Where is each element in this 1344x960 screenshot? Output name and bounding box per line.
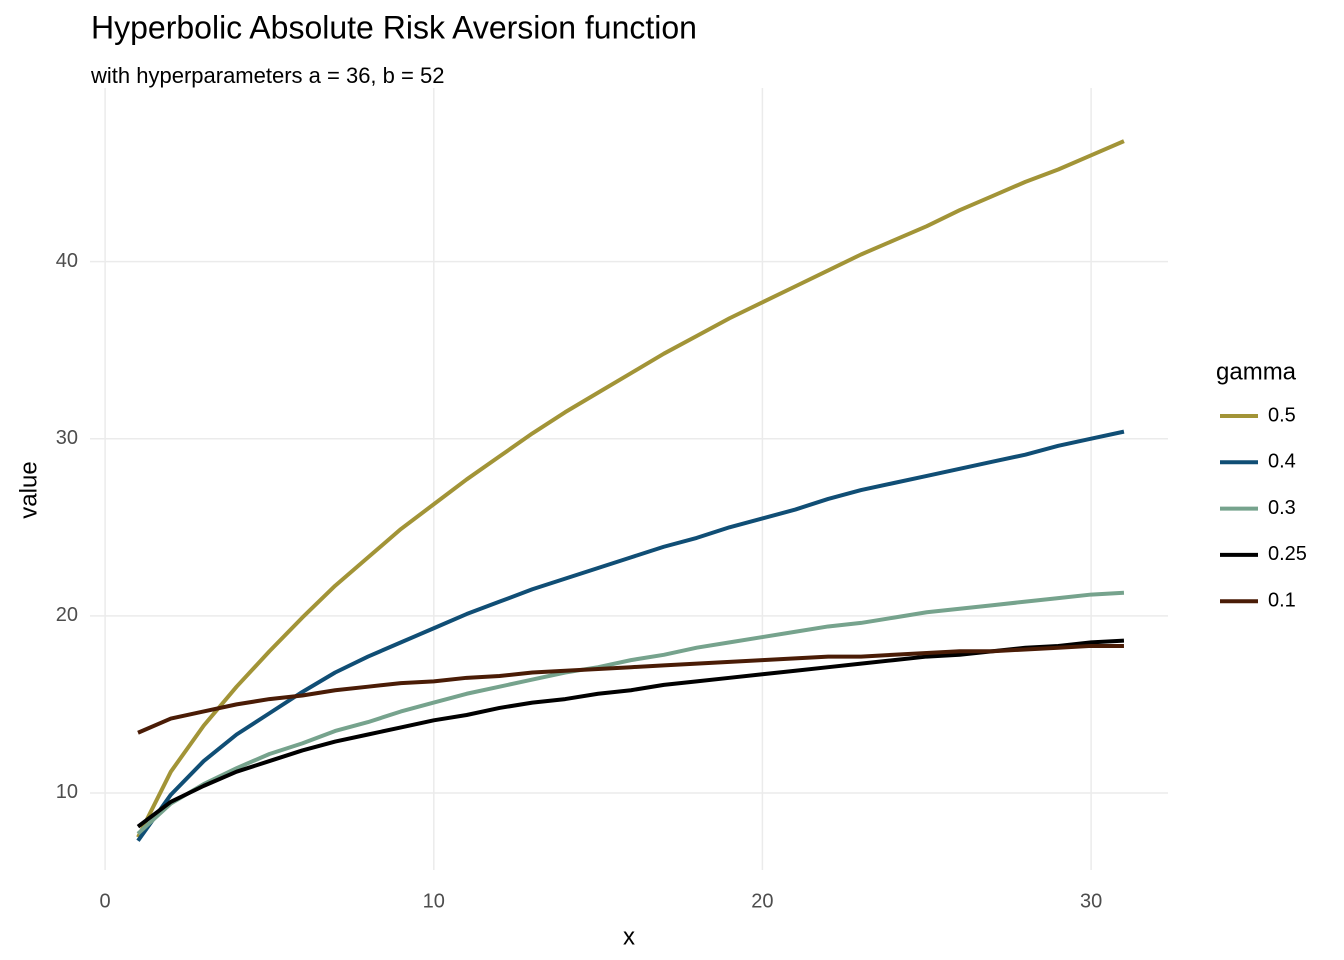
legend-title: gamma: [1216, 358, 1297, 385]
chart-subtitle: with hyperparameters a = 36, b = 52: [90, 63, 444, 88]
legend-label: 0.25: [1268, 543, 1307, 565]
legend-label: 0.4: [1268, 451, 1296, 473]
x-tick-label: 0: [100, 890, 111, 912]
chart-title: Hyperbolic Absolute Risk Aversion functi…: [91, 9, 697, 45]
y-tick-label: 10: [56, 781, 78, 803]
x-tick-label: 30: [1080, 890, 1102, 912]
series-line: [137, 643, 1124, 735]
legend-label: 0.5: [1268, 404, 1296, 426]
y-tick-label: 20: [56, 604, 78, 626]
y-tick-label: 30: [56, 427, 78, 449]
series-line: [136, 429, 1125, 842]
series-line: [136, 590, 1125, 836]
x-tick-label: 10: [423, 890, 445, 912]
series-line: [136, 638, 1125, 829]
x-axis-label: x: [623, 923, 635, 950]
series-line: [136, 139, 1125, 839]
legend-label: 0.1: [1268, 589, 1296, 611]
x-tick-label: 20: [751, 890, 773, 912]
legend-label: 0.3: [1268, 497, 1296, 519]
y-axis-label: value: [15, 461, 42, 518]
y-tick-label: 40: [56, 250, 78, 272]
